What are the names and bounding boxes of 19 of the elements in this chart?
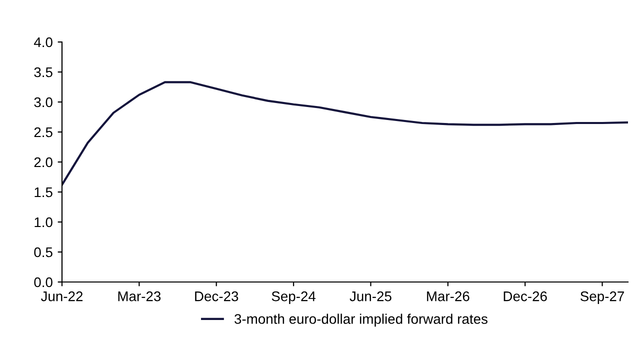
y-tick-label: 3.0	[34, 97, 52, 108]
x-tick-label: Sep-24	[272, 291, 316, 304]
y-tick-label: 4.0	[34, 37, 52, 48]
x-tick-label: Jun-25	[350, 291, 392, 302]
x-tick-label: Sep-27	[580, 291, 624, 304]
x-tick-label: Jun-22	[40, 291, 83, 302]
x-tick-label: Mar-26	[427, 291, 470, 302]
y-tick-label: 0.0	[34, 277, 52, 288]
x-tick-label: Mar-23	[118, 291, 161, 302]
x-tick-label: Dec-26	[504, 291, 547, 302]
y-tick-label: 0.5	[34, 247, 52, 258]
y-tick-label: 3.5	[34, 67, 52, 78]
line-series	[62, 81, 628, 186]
y-tick-label: 2.5	[34, 127, 52, 138]
y-tick-label: 1.0	[34, 217, 52, 228]
y-tick-label: 1.5	[34, 187, 52, 198]
x-tick-label: Dec-23	[195, 291, 238, 302]
y-tick-label: 2.0	[34, 157, 52, 168]
legend-label: 3-month euro-dollar implied forward rates	[234, 314, 488, 327]
